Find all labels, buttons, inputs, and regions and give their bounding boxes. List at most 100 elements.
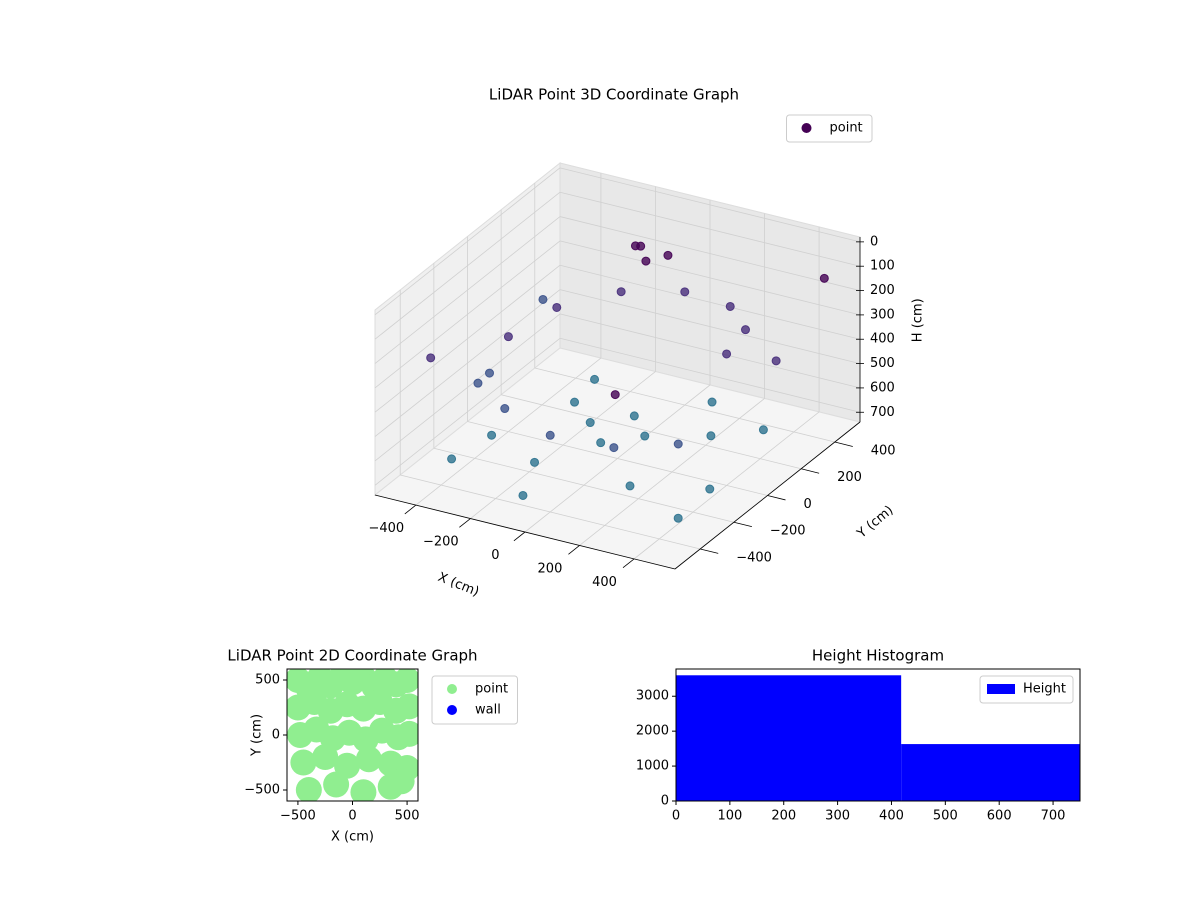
x-tick-label: 200 xyxy=(771,809,796,824)
grid-line xyxy=(559,216,861,291)
point xyxy=(771,356,781,366)
x-tick-label: 200 xyxy=(538,561,563,576)
tick-mark xyxy=(622,558,635,569)
point xyxy=(396,693,418,720)
legend-label: wall xyxy=(475,703,501,718)
x-tick-label: 600 xyxy=(987,809,1012,824)
x-tick-label: 100 xyxy=(717,809,742,824)
point xyxy=(552,302,562,312)
z-axis-label: H (cm) xyxy=(911,298,926,342)
chart-title: LiDAR Point 2D Coordinate Graph xyxy=(227,647,477,665)
bar xyxy=(901,744,1080,801)
point xyxy=(545,430,555,440)
point xyxy=(706,431,716,441)
point xyxy=(722,349,732,359)
point xyxy=(350,779,377,801)
grid-line xyxy=(559,191,861,267)
point xyxy=(355,746,382,773)
legend-swatch xyxy=(987,684,1015,694)
point xyxy=(394,669,418,693)
bar xyxy=(676,675,902,801)
point xyxy=(530,457,540,467)
grid-line xyxy=(374,167,561,316)
z-tick-label: 400 xyxy=(870,332,895,347)
legend-label: point xyxy=(475,682,508,697)
point xyxy=(609,443,619,453)
x-axis-line xyxy=(374,494,676,570)
point xyxy=(725,301,735,311)
x-tick-label: −500 xyxy=(280,809,316,824)
point xyxy=(673,513,683,523)
tick-mark xyxy=(404,504,417,515)
y-tick-label: 2000 xyxy=(636,724,669,739)
grid-line xyxy=(467,421,768,496)
z-tick-label: 700 xyxy=(870,405,895,420)
y-tick-label: 0 xyxy=(804,497,812,512)
point xyxy=(473,378,483,388)
z-tick-label: 500 xyxy=(870,356,895,371)
point xyxy=(707,397,717,407)
grid-line xyxy=(374,337,561,486)
z-tick-label: 300 xyxy=(870,307,895,322)
tick-mark xyxy=(700,548,719,554)
point xyxy=(500,404,510,414)
z-tick-label: 600 xyxy=(870,380,895,395)
grid-line xyxy=(433,447,734,523)
grid-line xyxy=(559,337,861,413)
point xyxy=(295,777,322,801)
legend-box xyxy=(979,675,1074,704)
point xyxy=(290,749,317,776)
y-axis-line xyxy=(674,421,861,570)
point xyxy=(596,438,606,448)
point xyxy=(640,431,650,441)
point xyxy=(426,353,436,363)
x-tick-label: 300 xyxy=(825,809,850,824)
point xyxy=(503,332,513,342)
tick-mark xyxy=(767,495,786,501)
x-axis-label: X (cm) xyxy=(331,830,374,845)
y-tick-label: −400 xyxy=(736,550,772,565)
y-tick-label: 1000 xyxy=(636,759,669,774)
x-tick-label: −400 xyxy=(368,521,404,536)
legend-box xyxy=(786,114,873,143)
x-tick-label: 400 xyxy=(592,575,617,590)
y-tick-label: −200 xyxy=(770,524,806,539)
x-tick-label: 0 xyxy=(672,809,680,824)
grid-line xyxy=(374,264,561,413)
point xyxy=(630,241,640,251)
point xyxy=(538,294,548,304)
point xyxy=(518,490,528,500)
point xyxy=(616,287,626,297)
point xyxy=(388,768,415,795)
point xyxy=(590,374,600,384)
point xyxy=(819,273,829,283)
x-tick-label: 0 xyxy=(348,809,356,824)
tick-mark xyxy=(801,468,820,474)
grid-line xyxy=(374,191,561,340)
tick-mark xyxy=(568,545,580,555)
grid-line xyxy=(559,313,861,389)
x-tick-label: 500 xyxy=(933,809,958,824)
plot-frame xyxy=(675,668,1081,802)
point xyxy=(741,325,750,335)
grid-line xyxy=(501,394,802,470)
point xyxy=(673,439,683,449)
x-tick-label: 500 xyxy=(395,809,420,824)
chart-title: Height Histogram xyxy=(812,647,944,665)
point xyxy=(487,430,497,440)
point xyxy=(312,744,339,770)
y-tick-label: 400 xyxy=(871,443,896,458)
legend-label: Height xyxy=(1023,682,1066,697)
legend-marker xyxy=(447,684,457,694)
tick-mark xyxy=(834,441,853,447)
point xyxy=(323,771,350,798)
legend-marker xyxy=(801,123,812,133)
point xyxy=(485,368,494,378)
tick-mark xyxy=(733,521,752,528)
point xyxy=(447,454,457,464)
x-axis-label: X (cm) xyxy=(436,570,481,600)
point xyxy=(625,481,635,491)
y-axis-label: Y (cm) xyxy=(854,503,897,542)
grid-line xyxy=(559,240,861,316)
x-tick-label: 0 xyxy=(491,548,499,563)
